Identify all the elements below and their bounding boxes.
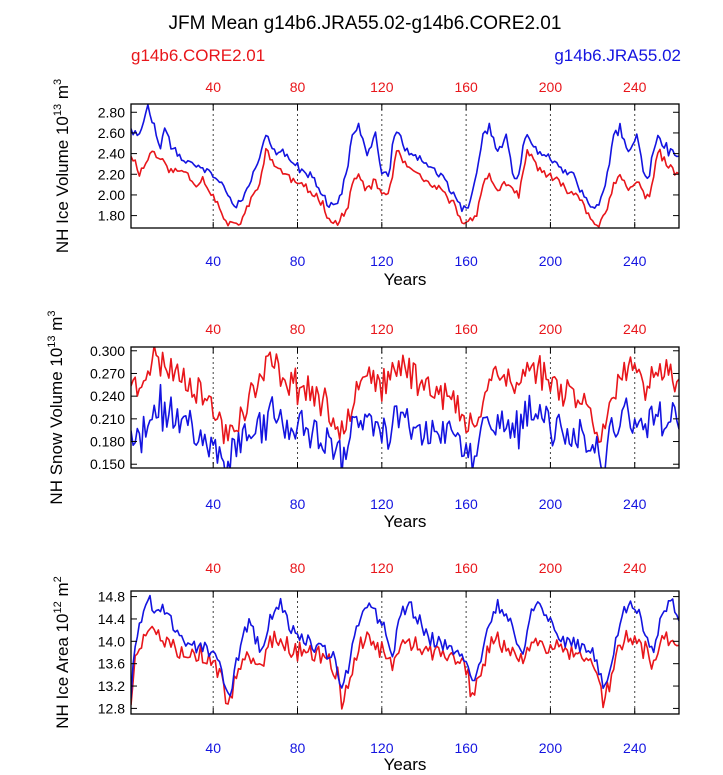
x-tick-label-top: 160 — [454, 79, 478, 95]
x-tick-label-top: 240 — [623, 79, 647, 95]
y-tick-label: 14.0 — [98, 633, 125, 649]
chart-panel-2: 0.150 0.180 0.210 0.240 0.270 0.300 40 40 80 80 12… — [46, 310, 680, 531]
y-tick-label: 14.4 — [98, 611, 125, 627]
x-tick-label-top: 160 — [454, 321, 478, 337]
legend-core: g14b6.CORE2.01 — [131, 46, 265, 65]
y-axis-title: NH Ice Volume 1013 m3 — [52, 79, 72, 253]
series-line-core — [131, 347, 679, 445]
plot-frame — [130, 590, 680, 715]
x-tick-label-top: 200 — [539, 79, 563, 95]
y-tick-label: 2.20 — [98, 166, 125, 182]
x-tick-label-bottom: 40 — [205, 496, 221, 512]
x-tick-label-top: 160 — [454, 560, 478, 576]
y-tick-label: 13.6 — [98, 656, 125, 672]
y-tick-label: 12.8 — [98, 700, 125, 716]
x-tick-label-bottom: 80 — [290, 253, 306, 269]
y-tick-label: 2.00 — [98, 187, 125, 203]
x-tick-label-top: 120 — [370, 79, 394, 95]
x-tick-label-bottom: 240 — [623, 740, 647, 756]
x-tick-label-top: 200 — [539, 560, 563, 576]
x-tick-label-bottom: 80 — [290, 740, 306, 756]
x-tick-label-top: 40 — [205, 560, 221, 576]
plot-frame — [130, 346, 680, 469]
y-tick-label: 0.180 — [90, 434, 125, 450]
x-tick-label-top: 240 — [623, 321, 647, 337]
x-tick-label-top: 80 — [290, 79, 306, 95]
chart-panel-3: 12.8 13.2 13.6 14.0 14.4 14.8 40 40 80 80 120 120 16… — [52, 560, 680, 774]
y-tick-label: 13.2 — [98, 678, 125, 694]
x-tick-label-bottom: 160 — [454, 253, 478, 269]
y-axis-title: NH Snow Volume 1013 m3 — [46, 310, 66, 504]
x-tick-label-bottom: 120 — [370, 253, 394, 269]
x-tick-label-top: 240 — [623, 560, 647, 576]
x-tick-label-bottom: 40 — [205, 740, 221, 756]
x-tick-label-bottom: 120 — [370, 496, 394, 512]
x-tick-label-bottom: 120 — [370, 740, 394, 756]
y-tick-label: 14.8 — [98, 589, 125, 605]
x-tick-label-top: 40 — [205, 79, 221, 95]
figure-title: JFM Mean g14b6.JRA55.02-g14b6.CORE2.01 — [169, 13, 562, 34]
x-tick-label-bottom: 160 — [454, 740, 478, 756]
y-tick-label: 0.150 — [90, 456, 125, 472]
x-tick-label-bottom: 200 — [539, 496, 563, 512]
x-tick-label-top: 120 — [370, 560, 394, 576]
series-line-jra — [131, 594, 679, 699]
x-tick-label-top: 200 — [539, 321, 563, 337]
y-tick-label: 0.270 — [90, 365, 125, 381]
x-tick-label-bottom: 80 — [290, 496, 306, 512]
series-line-jra — [131, 104, 679, 213]
plot-frame — [130, 103, 680, 229]
series-line-core — [131, 147, 679, 228]
x-tick-label-bottom: 40 — [205, 253, 221, 269]
y-tick-label: 2.40 — [98, 146, 125, 162]
x-axis-title: Years — [384, 270, 427, 289]
y-tick-label: 0.210 — [90, 411, 125, 427]
x-tick-label-bottom: 160 — [454, 496, 478, 512]
x-axis-title: Years — [384, 512, 427, 531]
y-axis-title: NH Ice Area 1012 m2 — [52, 576, 72, 729]
x-tick-label-top: 120 — [370, 321, 394, 337]
x-tick-label-bottom: 240 — [623, 496, 647, 512]
x-tick-label-top: 80 — [290, 321, 306, 337]
series-line-jra — [131, 383, 679, 468]
x-tick-label-bottom: 200 — [539, 740, 563, 756]
x-axis-title: Years — [384, 755, 427, 774]
y-tick-label: 0.240 — [90, 388, 125, 404]
y-tick-label: 1.80 — [98, 208, 125, 224]
chart-panel-1: 1.80 2.00 2.20 2.40 2.60 2.80 40 40 80 80 120 120 16… — [52, 79, 680, 289]
y-tick-label: 0.300 — [90, 343, 125, 359]
legend-jra: g14b6.JRA55.02 — [554, 46, 681, 65]
x-tick-label-bottom: 240 — [623, 253, 647, 269]
x-tick-label-top: 40 — [205, 321, 221, 337]
y-tick-label: 2.80 — [98, 104, 125, 120]
x-tick-label-bottom: 200 — [539, 253, 563, 269]
x-tick-label-top: 80 — [290, 560, 306, 576]
y-tick-label: 2.60 — [98, 125, 125, 141]
